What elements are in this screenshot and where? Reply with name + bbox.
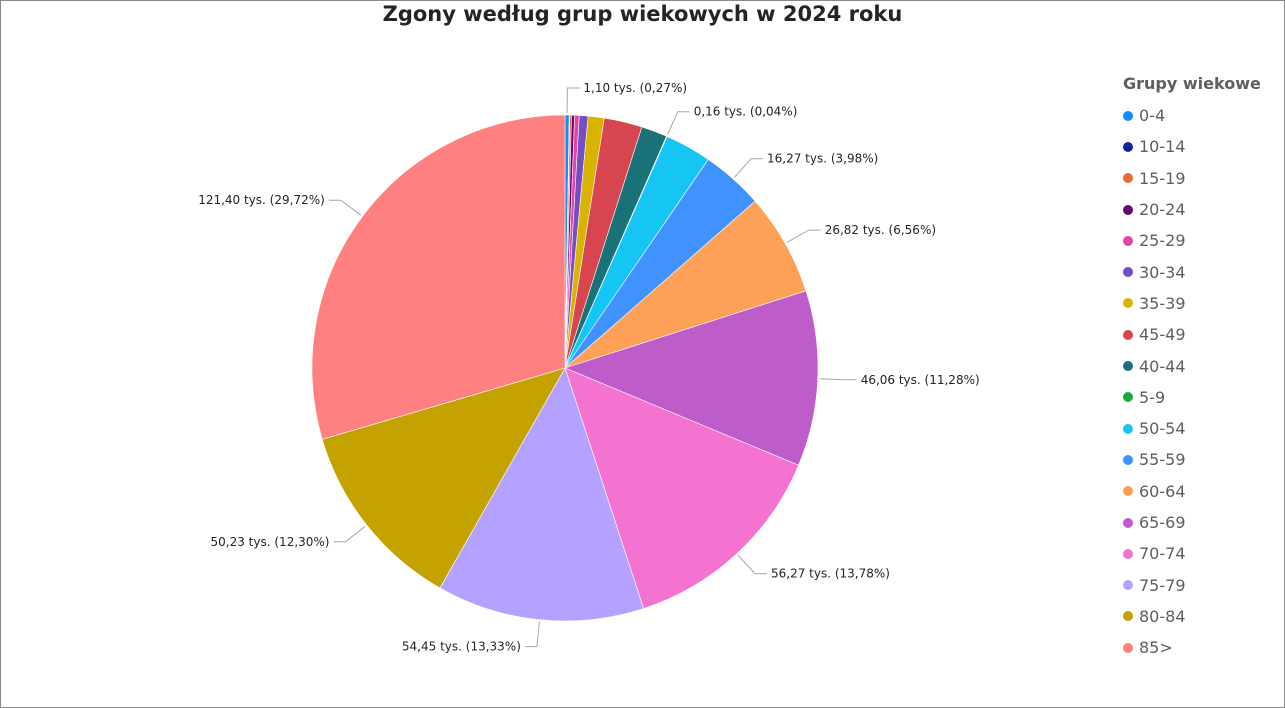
- legend-item-5-9[interactable]: 5-9: [1123, 382, 1261, 413]
- legend-marker-icon: [1123, 580, 1133, 591]
- legend-item-20-24[interactable]: 20-24: [1123, 194, 1261, 225]
- leader-line-0-4: [566, 87, 580, 114]
- legend-items: 0-4 10-14 15-19 20-24 25-29 30-34 35-39 45-49 40…: [1123, 100, 1261, 663]
- pie-slice-65-69[interactable]: [564, 290, 819, 466]
- legend-marker-icon: [1123, 548, 1133, 559]
- legend-item-35-39[interactable]: 35-39: [1123, 288, 1261, 319]
- leader-line-80-84: [333, 525, 366, 543]
- data-label-85>: 121,40 tys. (29,72%): [198, 193, 325, 207]
- legend-item-80-84[interactable]: 80-84: [1123, 601, 1261, 632]
- legend-item-30-34[interactable]: 30-34: [1123, 256, 1261, 287]
- data-label-0-4: 1,10 tys. (0,27%): [583, 81, 687, 95]
- data-label-70-74: 56,27 tys. (13,78%): [771, 567, 890, 581]
- pie-slice-75-79[interactable]: [439, 367, 644, 622]
- data-label-65-69: 46,06 tys. (11,28%): [861, 373, 980, 387]
- legend-item-50-54[interactable]: 50-54: [1123, 413, 1261, 444]
- legend-marker-icon: [1123, 611, 1133, 622]
- legend-label: 45-49: [1139, 325, 1186, 345]
- leader-line-65-69: [819, 378, 857, 381]
- legend-item-85>[interactable]: 85>: [1123, 632, 1261, 663]
- leader-line-60-64: [786, 229, 821, 243]
- legend-label: 5-9: [1139, 387, 1166, 407]
- pie-slice-70-74[interactable]: [564, 367, 799, 609]
- data-label-75-79: 54,45 tys. (13,33%): [402, 640, 521, 654]
- legend-item-25-29[interactable]: 25-29: [1123, 225, 1261, 256]
- pie-slices: [311, 114, 819, 622]
- legend-item-40-44[interactable]: 40-44: [1123, 350, 1261, 381]
- leader-line-75-79: [524, 621, 540, 648]
- legend-title: Grupy wiekowe: [1123, 74, 1261, 93]
- legend-item-45-49[interactable]: 45-49: [1123, 319, 1261, 350]
- legend-label: 65-69: [1139, 513, 1186, 532]
- legend-marker-icon: [1123, 267, 1133, 278]
- legend-item-75-79[interactable]: 75-79: [1123, 569, 1261, 600]
- data-label-5-9: 0,16 tys. (0,04%): [694, 105, 798, 119]
- legend-item-55-59[interactable]: 55-59: [1123, 444, 1261, 475]
- leader-line-85>: [328, 199, 362, 216]
- legend-label: 15-19: [1139, 168, 1186, 188]
- legend-item-0-4[interactable]: 0-4: [1123, 100, 1261, 131]
- legend-item-70-74[interactable]: 70-74: [1123, 538, 1261, 569]
- legend-item-10-14[interactable]: 10-14: [1123, 131, 1261, 162]
- legend-marker-icon: [1123, 423, 1133, 434]
- legend-label: 0-4: [1139, 106, 1166, 126]
- legend-label: 60-64: [1139, 481, 1186, 501]
- leader-line-5-9: [667, 111, 690, 135]
- legend-label: 75-79: [1139, 575, 1186, 595]
- legend-item-60-64[interactable]: 60-64: [1123, 476, 1261, 507]
- legend-marker-icon: [1123, 141, 1133, 152]
- legend-item-15-19[interactable]: 15-19: [1123, 163, 1261, 194]
- leader-line-55-59: [734, 158, 763, 178]
- leader-line-70-74: [737, 554, 767, 575]
- pie-slice-80-84[interactable]: [321, 367, 566, 589]
- legend-label: 35-39: [1139, 293, 1186, 313]
- legend-label: 10-14: [1139, 137, 1186, 157]
- legend-marker-icon: [1123, 298, 1133, 309]
- data-labels: 1,10 tys. (0,27%) 0,16 tys. (0,04%) 16,27 …: [198, 81, 979, 654]
- legend-marker-icon: [1123, 454, 1133, 465]
- legend-marker-icon: [1123, 204, 1133, 215]
- data-label-60-64: 26,82 tys. (6,56%): [825, 223, 936, 237]
- legend-label: 20-24: [1139, 200, 1186, 220]
- legend-marker-icon: [1123, 173, 1133, 184]
- legend-label: 30-34: [1139, 262, 1186, 282]
- legend-label: 80-84: [1139, 606, 1186, 626]
- legend-label: 25-29: [1139, 231, 1186, 251]
- legend-marker-icon: [1123, 392, 1133, 403]
- legend-label: 85>: [1139, 638, 1173, 658]
- legend-marker-icon: [1123, 517, 1133, 528]
- pie-slice-85>[interactable]: [311, 114, 566, 440]
- legend-label: 40-44: [1139, 356, 1186, 376]
- legend-marker-icon: [1123, 486, 1133, 497]
- legend-marker-icon: [1123, 110, 1133, 121]
- legend-item-65-69[interactable]: 65-69: [1123, 507, 1261, 538]
- legend-marker-icon: [1123, 642, 1133, 653]
- data-label-80-84: 50,23 tys. (12,30%): [211, 535, 330, 549]
- legend-marker-icon: [1123, 361, 1133, 372]
- legend-marker-icon: [1123, 329, 1133, 340]
- chart-title: Zgony według grup wiekowych w 2024 roku: [382, 2, 903, 26]
- legend-label: 55-59: [1139, 450, 1186, 470]
- legend-marker-icon: [1123, 235, 1133, 246]
- legend-label: 70-74: [1139, 544, 1186, 564]
- legend: Grupy wiekowe 0-4 10-14 15-19 20-24 25-29 30-…: [1123, 74, 1261, 663]
- legend-label: 50-54: [1139, 419, 1186, 439]
- data-label-55-59: 16,27 tys. (3,98%): [767, 152, 878, 166]
